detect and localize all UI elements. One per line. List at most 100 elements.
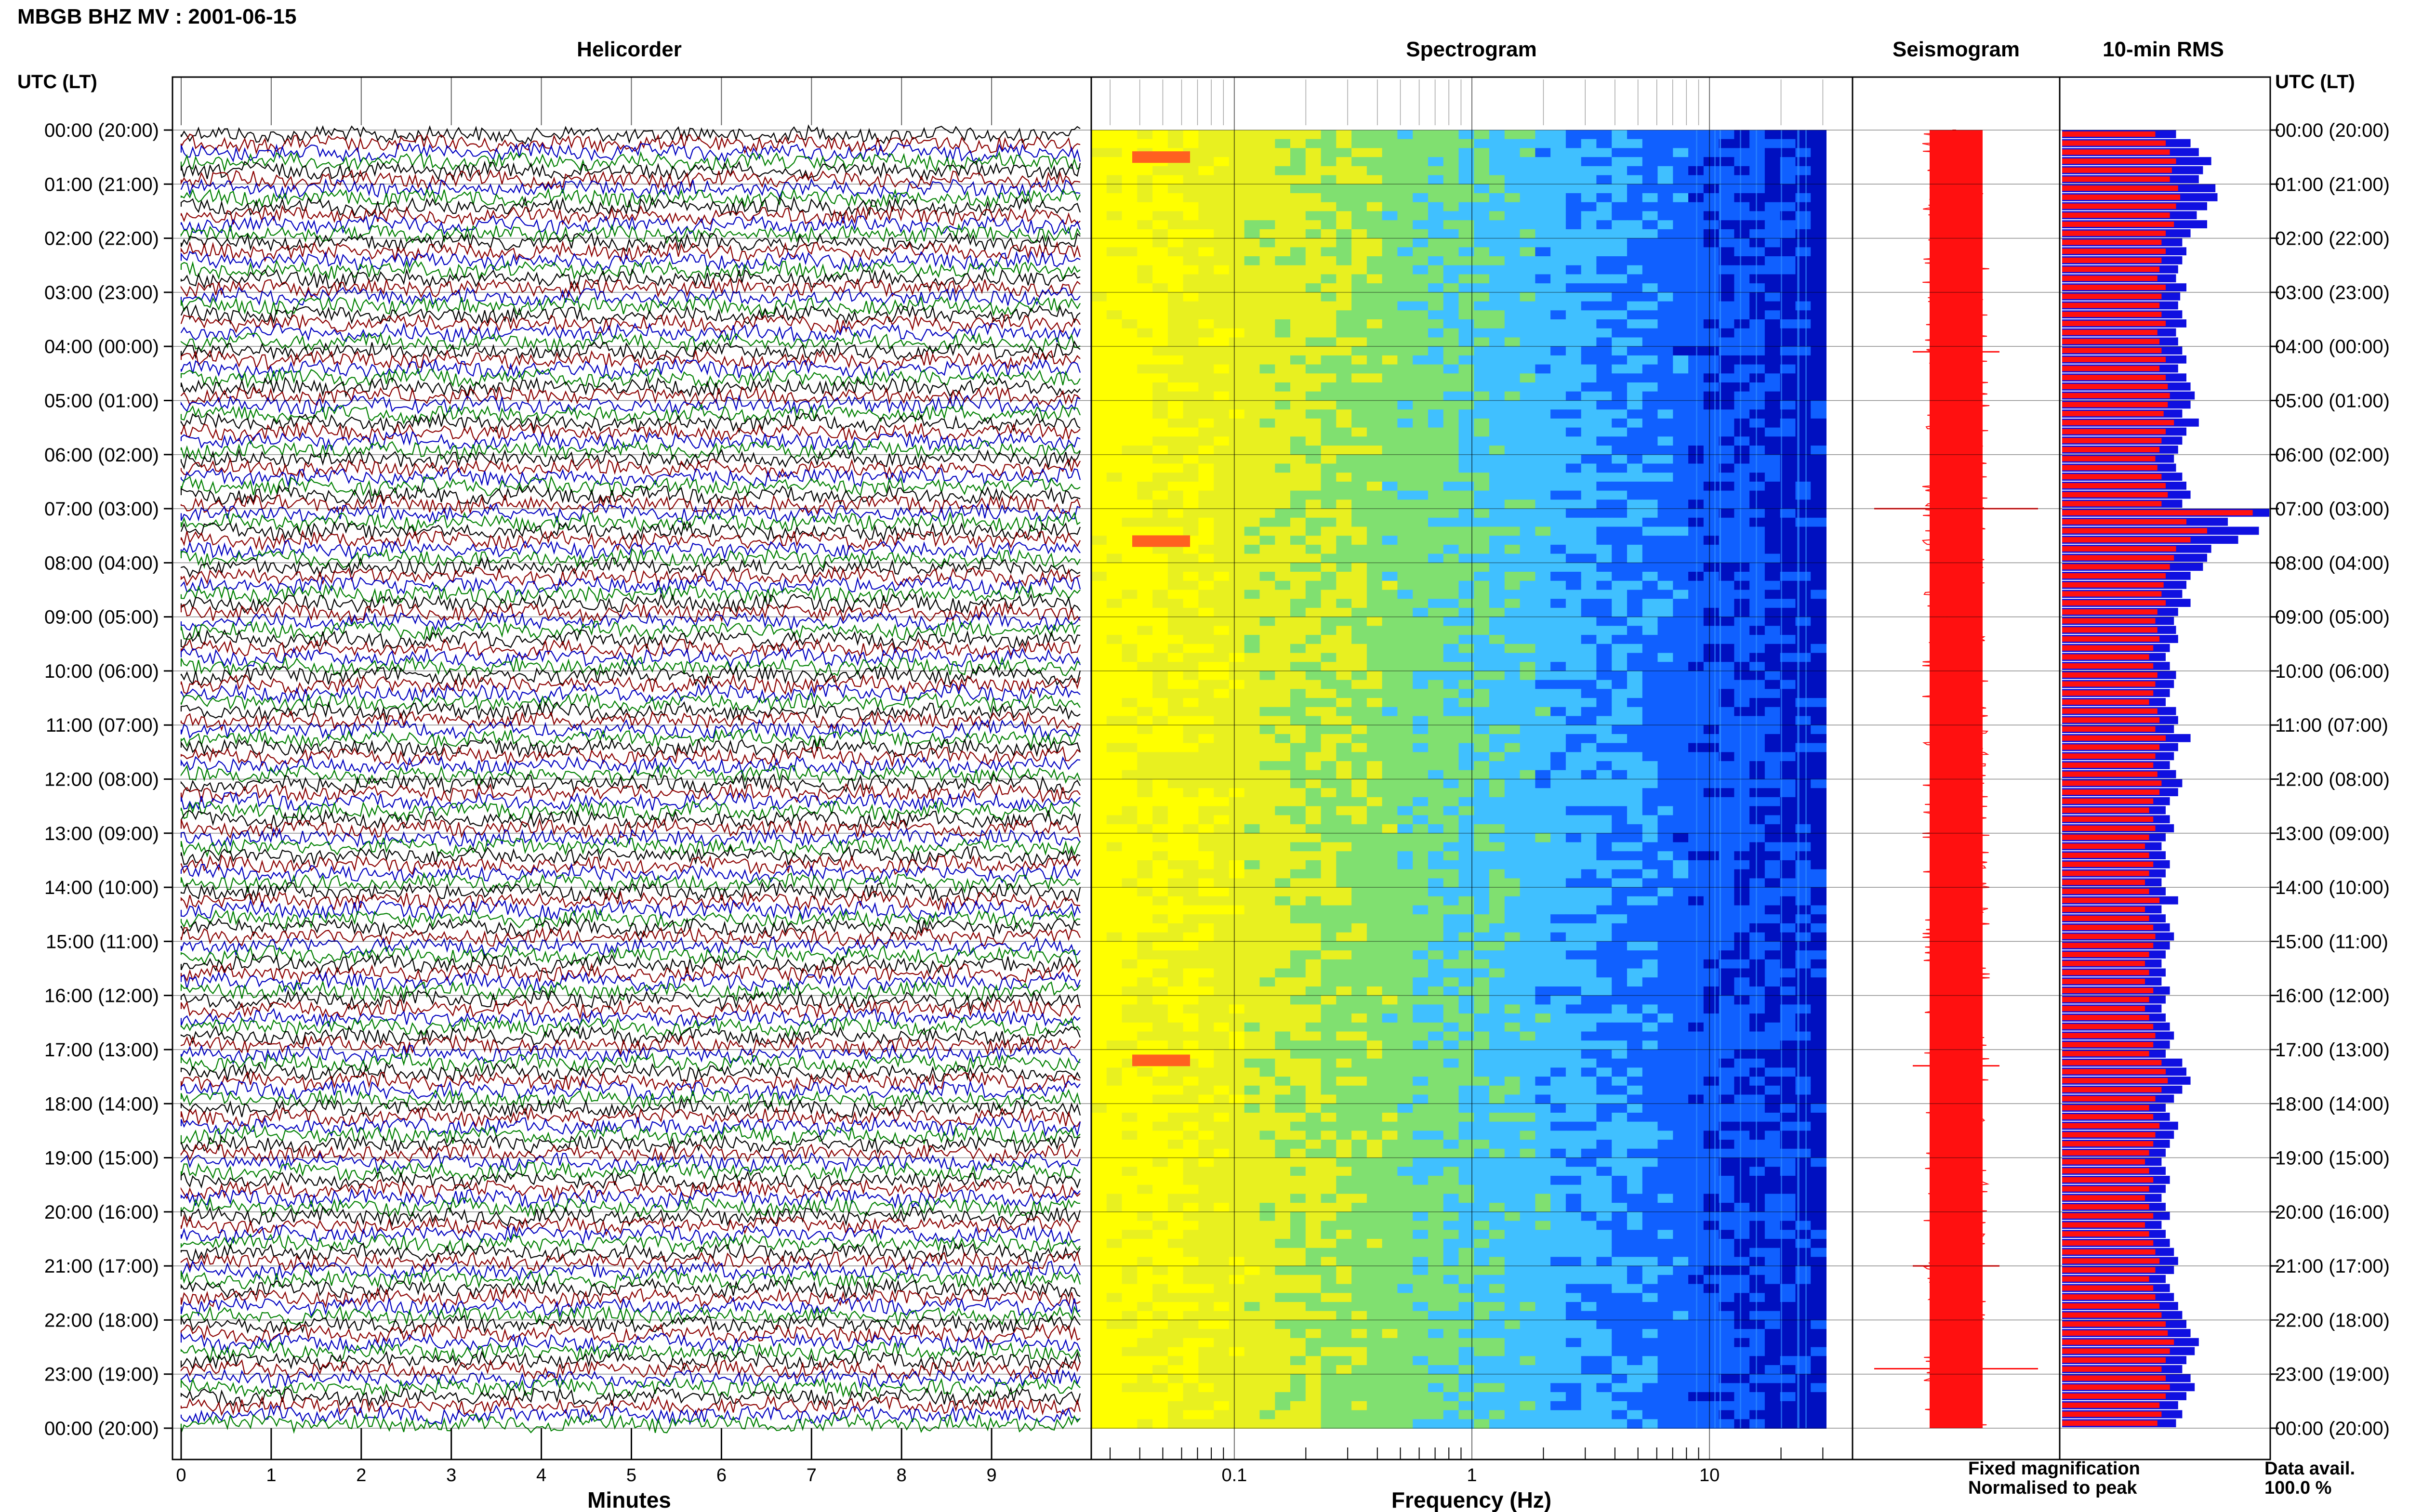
spectrogram-cell xyxy=(1351,526,1367,537)
spectrogram-cell xyxy=(1764,229,1781,239)
spectrogram-cell xyxy=(1673,526,1689,537)
spectrogram-cell xyxy=(1443,328,1459,338)
spectrogram-cell xyxy=(1657,734,1674,744)
spectrogram-cell xyxy=(1152,824,1168,834)
spectrogram-cell xyxy=(1091,968,1107,978)
spectrogram-cell xyxy=(1749,671,1765,681)
spectrogram-cell xyxy=(1749,481,1765,491)
spectrogram-cell xyxy=(1167,391,1184,401)
spectrogram-cell xyxy=(1366,806,1383,816)
spectrogram-cell xyxy=(1321,851,1337,861)
spectrogram-cell xyxy=(1719,878,1735,888)
spectrogram-cell xyxy=(1811,644,1827,654)
spectrogram-cell xyxy=(1305,563,1322,572)
spectrogram-cell xyxy=(1719,824,1735,834)
spectrogram-cell xyxy=(1443,653,1459,663)
spectrogram-cell xyxy=(1749,878,1765,888)
spectrogram-cell xyxy=(1565,238,1582,248)
helicorder-trace xyxy=(180,1034,1081,1056)
spectrogram-cell xyxy=(1413,607,1429,618)
spectrogram-cell xyxy=(1504,175,1521,185)
spectrogram-cell xyxy=(1520,707,1536,717)
spectrogram-cell xyxy=(1198,148,1215,158)
spectrogram-cell xyxy=(1474,968,1490,978)
spectrogram-cell xyxy=(1749,265,1765,275)
spectrogram-cell xyxy=(1152,319,1168,329)
spectrogram-cell xyxy=(1106,572,1123,581)
spectrogram-cell xyxy=(1275,617,1291,627)
spectrogram-cell xyxy=(1244,968,1260,978)
spectrogram-cell xyxy=(1764,1022,1781,1032)
spectrogram-cell xyxy=(1137,256,1153,266)
helicorder-trace xyxy=(180,314,1081,334)
spectrogram-cell xyxy=(1137,851,1153,861)
spectrogram-cell xyxy=(1764,806,1781,816)
spectrogram-cell xyxy=(1657,446,1674,455)
spectrogram-cell xyxy=(1413,590,1429,600)
spectrogram-cell xyxy=(1183,833,1199,843)
spectrogram-cell xyxy=(1305,842,1322,852)
spectrogram-cell xyxy=(1734,536,1750,545)
spectrogram-cell xyxy=(1137,653,1153,663)
spectrogram-cell xyxy=(1152,337,1168,347)
spectrogram-cell xyxy=(1397,761,1414,771)
spectrogram-cell xyxy=(1520,202,1536,212)
spectrogram-cell xyxy=(1504,770,1521,780)
spectrogram-cell xyxy=(1627,968,1643,978)
spectrogram-cell xyxy=(1703,626,1720,635)
spectrogram-cell xyxy=(1719,923,1735,933)
spectrogram-cell xyxy=(1106,355,1123,365)
spectrogram-cell xyxy=(1581,1031,1597,1041)
helicorder-trace xyxy=(180,349,1081,371)
spectrogram-cell xyxy=(1366,734,1383,744)
spectrogram-cell xyxy=(1474,580,1490,591)
spectrogram-cell xyxy=(1152,310,1168,320)
spectrogram-cell xyxy=(1305,707,1322,717)
spectrogram-cell xyxy=(1719,247,1735,257)
spectrogram-cell xyxy=(1183,166,1199,176)
spectrogram-cell xyxy=(1657,409,1674,419)
spectrogram-cell xyxy=(1535,409,1551,419)
spectrogram-cell xyxy=(1780,815,1796,825)
spectrogram-cell xyxy=(1535,869,1551,879)
spectrogram-cell xyxy=(1535,580,1551,591)
spectrogram-cell xyxy=(1152,599,1168,608)
spectrogram-cell xyxy=(1443,427,1459,437)
spectrogram-cell xyxy=(1520,851,1536,861)
spectrogram-cell xyxy=(1382,148,1398,158)
spectrogram-cell xyxy=(1458,644,1475,654)
spectrogram-cell xyxy=(1275,130,1291,140)
spectrogram-cell xyxy=(1229,779,1245,789)
spectrogram-cell xyxy=(1198,400,1215,410)
spectrogram-cell xyxy=(1397,337,1414,347)
spectrogram-cell xyxy=(1091,851,1107,861)
spectrogram-cell xyxy=(1596,256,1613,266)
spectrogram-cell xyxy=(1183,860,1199,870)
spectrogram-cell xyxy=(1811,473,1827,482)
spectrogram-cell xyxy=(1198,454,1215,464)
spectrogram-cell xyxy=(1259,544,1276,554)
spectrogram-cell xyxy=(1474,418,1490,428)
spectrogram-cell xyxy=(1091,725,1107,735)
spectrogram-cell xyxy=(1780,517,1796,527)
spectrogram-cell xyxy=(1275,932,1291,942)
spectrogram-cell xyxy=(1428,923,1444,933)
spectrogram-cell xyxy=(1214,761,1230,771)
spectrogram-cell xyxy=(1413,463,1429,473)
spectrogram-cell xyxy=(1443,346,1459,356)
helicorder-trace xyxy=(180,999,1081,1020)
spectrogram-cell xyxy=(1596,896,1613,906)
spectrogram-cell xyxy=(1443,671,1459,681)
spectrogram-cell xyxy=(1382,923,1398,933)
spectrogram-cell xyxy=(1565,436,1582,446)
spectrogram-cell xyxy=(1612,211,1628,221)
spectrogram-cell xyxy=(1106,500,1123,509)
spectrogram-cell xyxy=(1458,662,1475,671)
spectrogram-cell xyxy=(1183,617,1199,627)
spectrogram-cell xyxy=(1321,896,1337,906)
spectrogram-cell xyxy=(1366,743,1383,753)
spectrogram-cell xyxy=(1366,761,1383,771)
spectrogram-cell xyxy=(1198,968,1215,978)
spectrogram-cell xyxy=(1290,292,1306,302)
spectrogram-cell xyxy=(1703,851,1720,861)
